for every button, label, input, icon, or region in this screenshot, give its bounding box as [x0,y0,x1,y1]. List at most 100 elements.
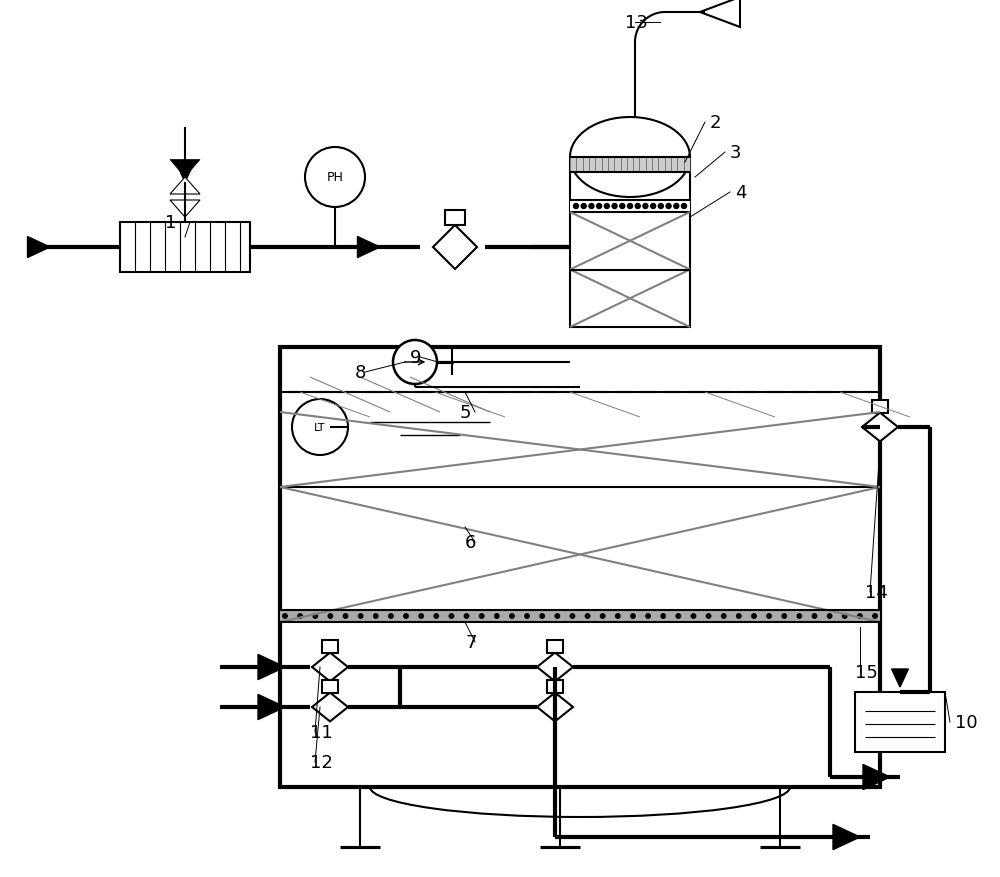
Polygon shape [862,413,898,442]
Circle shape [464,614,469,618]
Circle shape [449,614,454,618]
Circle shape [812,614,817,618]
Circle shape [604,204,609,210]
Circle shape [305,148,365,208]
Circle shape [495,614,499,618]
Text: 9: 9 [410,348,421,367]
Polygon shape [258,695,285,720]
Circle shape [682,204,687,210]
Bar [547,680,563,693]
Circle shape [676,614,681,618]
Bar [547,640,563,652]
Polygon shape [433,225,477,270]
Polygon shape [170,178,200,195]
Circle shape [612,204,617,210]
Text: LT: LT [314,423,326,432]
Text: 4: 4 [735,184,746,202]
Text: 12: 12 [310,753,333,771]
Bar [120,223,250,273]
Circle shape [434,614,438,618]
Circle shape [374,614,378,618]
Polygon shape [312,693,348,722]
Circle shape [298,614,302,618]
Circle shape [581,204,586,210]
Circle shape [635,204,640,210]
Circle shape [574,204,578,210]
Circle shape [404,614,408,618]
Circle shape [510,614,514,618]
Circle shape [620,204,625,210]
Circle shape [555,614,560,618]
Circle shape [328,614,333,618]
Circle shape [616,614,620,618]
Polygon shape [833,824,860,850]
Bar [872,400,888,413]
Circle shape [797,614,802,618]
Polygon shape [537,693,573,722]
Bar [570,158,690,173]
Circle shape [292,400,348,455]
Circle shape [782,614,786,618]
Circle shape [722,614,726,618]
Polygon shape [892,669,908,688]
Text: 2: 2 [710,114,722,132]
Text: 1: 1 [165,214,176,232]
Bar [322,680,338,693]
Text: 15: 15 [855,663,878,681]
Text: 3: 3 [730,144,742,162]
Polygon shape [258,654,285,680]
Circle shape [827,614,832,618]
Circle shape [389,614,393,618]
Circle shape [661,614,665,618]
Polygon shape [863,765,890,789]
Bar [570,201,690,213]
Bar [280,610,880,623]
Text: 7: 7 [465,633,477,652]
Circle shape [540,614,544,618]
Ellipse shape [570,118,690,198]
Circle shape [643,204,648,210]
Circle shape [393,340,437,384]
Bar [280,347,880,787]
Text: 5: 5 [460,403,472,422]
Polygon shape [178,168,192,182]
Text: 14: 14 [865,583,888,602]
Polygon shape [358,238,380,258]
Circle shape [658,204,663,210]
Circle shape [585,614,590,618]
Bar [445,210,465,225]
Circle shape [283,614,287,618]
Text: 8: 8 [355,364,366,381]
Circle shape [858,614,862,618]
Circle shape [631,614,635,618]
Polygon shape [28,238,50,258]
Bar [322,640,338,652]
Circle shape [843,614,847,618]
Text: 10: 10 [955,713,978,731]
Circle shape [570,614,575,618]
Polygon shape [312,652,348,681]
Polygon shape [170,201,200,217]
Polygon shape [700,0,740,28]
Text: 6: 6 [465,533,476,552]
Text: 11: 11 [310,724,333,741]
Text: 13: 13 [625,14,648,32]
Circle shape [752,614,756,618]
Circle shape [666,204,671,210]
Circle shape [674,204,679,210]
Circle shape [343,614,348,618]
Circle shape [600,614,605,618]
Circle shape [706,614,711,618]
Circle shape [525,614,529,618]
Bar [570,158,690,328]
Circle shape [767,614,771,618]
Circle shape [691,614,696,618]
Polygon shape [170,160,200,178]
Circle shape [479,614,484,618]
Polygon shape [537,652,573,681]
Circle shape [358,614,363,618]
Text: PH: PH [327,171,343,184]
Circle shape [628,204,633,210]
Circle shape [651,204,656,210]
Circle shape [589,204,594,210]
